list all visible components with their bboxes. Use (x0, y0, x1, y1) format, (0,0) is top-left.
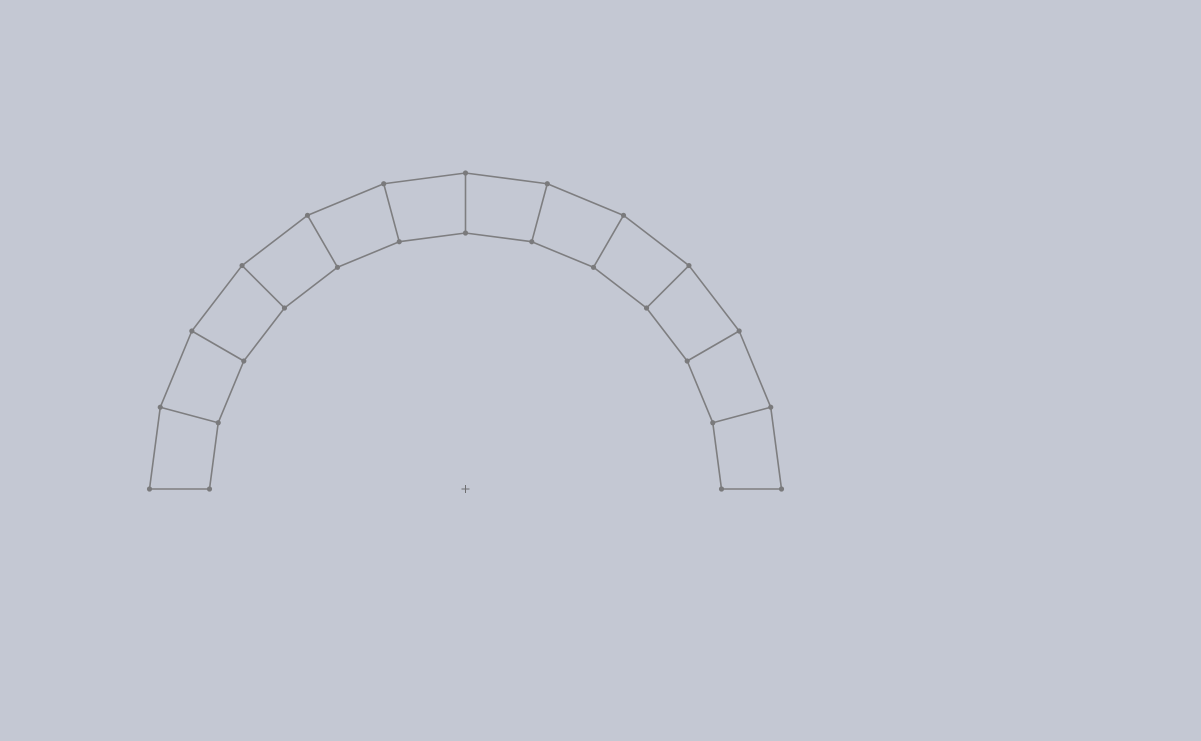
outer-vertex-point[interactable] (304, 212, 311, 218)
radial-joint-line[interactable] (686, 330, 740, 362)
inner-vertex-point[interactable] (718, 486, 725, 492)
outer-vertex-point[interactable] (146, 486, 153, 492)
outer-vertex-point[interactable] (736, 328, 742, 334)
outer-vertex-point[interactable] (381, 181, 387, 187)
radial-joint-line[interactable] (645, 264, 690, 309)
inner-vertex-point[interactable] (462, 230, 469, 236)
outer-arc-segment[interactable] (738, 330, 772, 408)
inner-vertex-point[interactable] (334, 264, 341, 270)
inner-arc-segment[interactable] (337, 240, 400, 269)
inner-vertex-point[interactable] (684, 358, 690, 364)
outer-vertex-point[interactable] (768, 404, 774, 410)
outer-arc-segment[interactable] (688, 265, 740, 332)
outer-vertex-point[interactable] (189, 328, 195, 334)
outer-arc-segment[interactable] (148, 407, 162, 490)
outer-arc-segment[interactable] (546, 183, 624, 217)
inner-arc-segment[interactable] (217, 360, 245, 424)
outer-vertex-point[interactable] (157, 404, 163, 410)
outer-arc-segment[interactable] (241, 214, 308, 267)
inner-arc-segment[interactable] (208, 422, 220, 490)
radial-joint-line[interactable] (241, 264, 286, 309)
inner-vertex-point[interactable] (643, 305, 650, 311)
outer-vertex-point[interactable] (778, 486, 785, 492)
inner-vertex-point[interactable] (206, 486, 213, 492)
radial-joint-line[interactable] (712, 406, 771, 424)
outer-arc-segment[interactable] (623, 214, 690, 267)
outer-arc-segment[interactable] (769, 407, 783, 490)
inner-vertex-point[interactable] (396, 239, 402, 245)
outer-vertex-point[interactable] (239, 262, 245, 269)
inner-arc-segment[interactable] (531, 240, 594, 269)
inner-vertex-point[interactable] (590, 264, 597, 270)
inner-arc-segment[interactable] (645, 307, 688, 362)
outer-arc-segment[interactable] (383, 172, 466, 185)
inner-vertex-point[interactable] (241, 358, 247, 364)
inner-vertex-point[interactable] (710, 420, 716, 426)
radial-joint-line[interactable] (382, 183, 401, 242)
radial-joint-line[interactable] (306, 214, 339, 268)
inner-arc-segment[interactable] (243, 307, 286, 362)
radial-joint-line[interactable] (592, 214, 625, 268)
outer-vertex-point[interactable] (462, 170, 469, 176)
inner-arc-segment[interactable] (283, 266, 338, 309)
outer-arc-segment[interactable] (465, 172, 548, 185)
inner-vertex-point[interactable] (529, 239, 535, 245)
outer-vertex-point[interactable] (620, 212, 627, 218)
radial-joint-line[interactable] (530, 183, 549, 242)
inner-vertex-point[interactable] (215, 420, 221, 426)
inner-arc-segment[interactable] (399, 232, 466, 243)
outer-vertex-point[interactable] (686, 262, 692, 269)
radial-joint-line[interactable] (160, 406, 219, 424)
inner-arc-segment[interactable] (686, 360, 714, 424)
outer-arc-segment[interactable] (307, 183, 385, 217)
inner-arc-segment[interactable] (593, 266, 648, 309)
radial-joint-line[interactable] (191, 330, 245, 362)
outer-vertex-point[interactable] (544, 181, 550, 187)
inner-arc-segment[interactable] (465, 232, 532, 243)
outer-arc-segment[interactable] (191, 265, 243, 332)
inner-arc-segment[interactable] (711, 422, 723, 490)
outer-arc-segment[interactable] (159, 330, 193, 408)
inner-vertex-point[interactable] (281, 305, 288, 311)
plus-icon (461, 485, 470, 493)
